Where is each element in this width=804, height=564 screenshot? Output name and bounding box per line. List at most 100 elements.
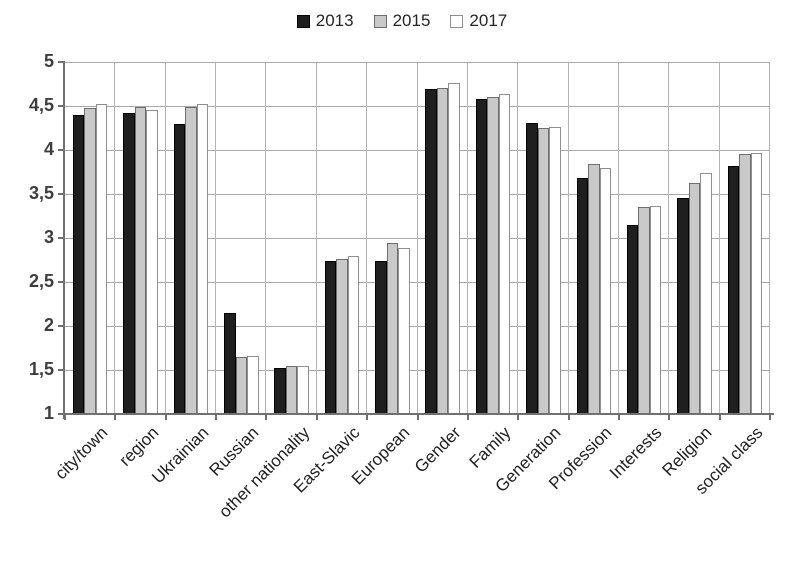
gridline-vertical: [718, 62, 720, 414]
x-axis-tick: [668, 415, 671, 420]
bar-2017: [247, 355, 259, 414]
bar-2015: [436, 88, 449, 414]
y-tick-label: 3: [43, 227, 54, 247]
legend-swatch-2015: [373, 14, 387, 28]
bar-2013: [274, 368, 286, 414]
bar-2015: [134, 106, 147, 414]
gridline-horizontal: [65, 62, 770, 63]
y-tick-label: 2,5: [28, 271, 54, 291]
bar-2015: [588, 164, 600, 414]
y-axis-tick: [58, 193, 65, 195]
bar-2017: [700, 172, 712, 414]
bar-2015: [84, 107, 96, 414]
gridline-vertical: [416, 62, 418, 414]
bar-2013: [324, 260, 337, 414]
legend-swatch-2013: [296, 14, 310, 28]
bar-2013: [425, 89, 437, 414]
gridline-vertical: [114, 62, 116, 414]
bar-2017: [549, 127, 561, 414]
x-axis-tick: [114, 415, 117, 420]
x-axis-tick: [315, 415, 318, 420]
x-axis-tick: [517, 415, 520, 420]
gridline-horizontal: [65, 326, 770, 327]
bar-2013: [677, 198, 689, 414]
x-axis-tick: [64, 415, 66, 420]
bar-2017: [95, 104, 108, 414]
y-axis-tick: [58, 325, 65, 327]
legend-swatch-2017: [450, 14, 464, 28]
legend-item: 2015: [373, 11, 431, 31]
legend-item: 2013: [296, 11, 354, 31]
legend-label: 2013: [315, 11, 354, 30]
bar-2013: [224, 312, 236, 414]
bar-2015: [285, 365, 298, 414]
legend-item: 2017: [450, 11, 507, 31]
x-axis-tick: [416, 415, 419, 420]
gridline-vertical: [215, 62, 217, 414]
y-tick-label: 3,5: [28, 183, 54, 203]
legend-label: 2017: [469, 11, 508, 30]
gridline-vertical: [517, 62, 519, 414]
x-axis-tick: [265, 415, 268, 420]
bar-2013: [626, 224, 639, 414]
bar-2017: [448, 83, 460, 414]
bar-2013: [173, 123, 186, 414]
gridline-vertical: [617, 62, 619, 414]
bar-2015: [235, 356, 247, 414]
gridline-horizontal: [65, 194, 770, 195]
bar-2017: [599, 167, 611, 414]
bar-2015: [638, 207, 650, 414]
gridline-vertical: [366, 62, 368, 414]
chart-legend: 2013 2015 2017: [0, 11, 804, 31]
bar-2015: [336, 259, 348, 414]
x-axis-tick: [164, 415, 167, 420]
legend-label: 2015: [392, 11, 431, 30]
x-axis-tick: [567, 415, 570, 420]
bar-2013: [72, 114, 85, 414]
y-tick-label: 4: [43, 139, 54, 159]
y-tick-label: 1: [43, 403, 54, 423]
y-axis-tick: [58, 413, 65, 415]
x-axis-tick: [769, 415, 771, 420]
bar-2013: [123, 113, 135, 414]
gridline-vertical: [668, 62, 670, 414]
bar-2017: [297, 365, 309, 414]
bar-2013: [526, 122, 538, 414]
y-axis-tick: [58, 61, 65, 63]
y-tick-label: 2: [43, 315, 54, 335]
x-axis-line: [59, 413, 774, 415]
y-axis-tick: [58, 149, 65, 151]
y-tick-label: 4,5: [28, 95, 54, 115]
bar-2013: [727, 165, 740, 414]
x-axis-tick: [466, 415, 469, 420]
gridline-vertical: [466, 62, 468, 414]
x-axis-tick: [366, 415, 369, 420]
bar-2017: [347, 255, 360, 414]
plot-area: [65, 62, 770, 414]
bar-2017: [398, 247, 410, 414]
y-tick-label: 1,5: [28, 359, 54, 379]
gridline-horizontal: [65, 150, 770, 151]
bar-2015: [688, 182, 701, 414]
bar-2013: [576, 178, 588, 414]
y-axis-tick: [58, 281, 65, 283]
bar-2017: [649, 206, 662, 414]
gridline-horizontal: [65, 370, 770, 371]
gridline-vertical: [315, 62, 317, 414]
gridline-vertical: [265, 62, 267, 414]
bar-2017: [750, 152, 763, 414]
x-axis-tick: [617, 415, 620, 420]
y-axis-line: [63, 62, 65, 419]
bar-2017: [196, 104, 209, 414]
bar-2015: [537, 128, 550, 414]
bar-2017: [146, 109, 158, 414]
bar-2013: [475, 98, 488, 414]
bar-2015: [185, 106, 197, 414]
bar-2015: [739, 154, 751, 414]
x-axis-tick: [718, 415, 721, 420]
x-axis-tick: [215, 415, 218, 420]
bar-2015: [386, 243, 399, 414]
y-axis-tick: [58, 237, 65, 239]
gridline-vertical: [769, 62, 770, 414]
